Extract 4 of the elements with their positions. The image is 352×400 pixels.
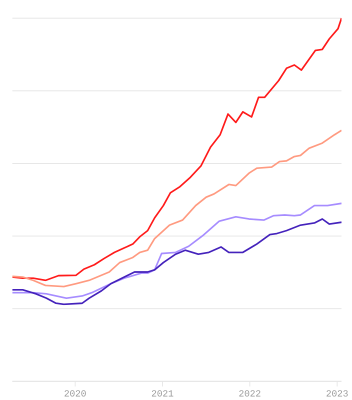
x-tick-label: 2022 [239, 390, 260, 397]
x-tick-label: 2023 [326, 390, 348, 397]
x-tick-label: 2020 [64, 390, 86, 397]
x-tick-label: 2021 [152, 390, 174, 397]
